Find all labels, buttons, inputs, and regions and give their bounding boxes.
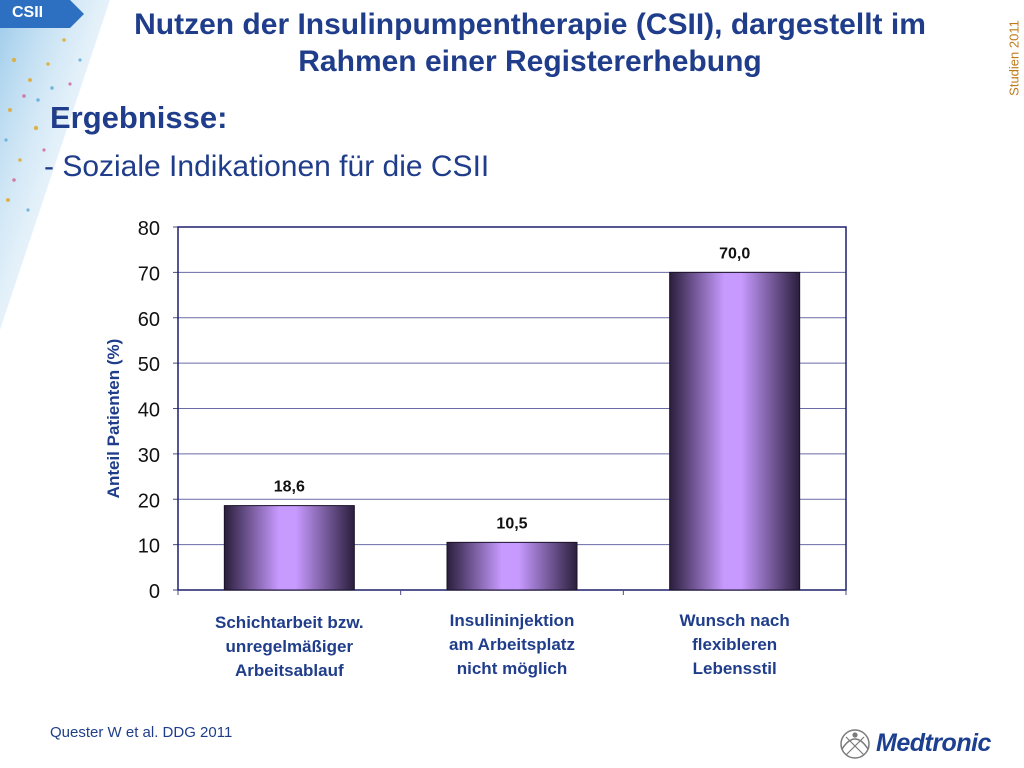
y-tick-label: 50 — [138, 354, 160, 376]
x-category-label-line: Wunsch nach — [679, 611, 790, 630]
x-category-label-line: Arbeitsablauf — [235, 661, 344, 680]
x-category-label-line: unregelmäßiger — [225, 637, 354, 656]
x-category-label: Schichtarbeit bzw. unregelmäßiger Arbeitsa… — [179, 611, 399, 683]
medtronic-logo-icon — [840, 729, 870, 759]
csii-tag: CSII — [0, 0, 86, 28]
slide-title-line-1: Nutzen der Insulinpumpentherapie (CSII),… — [134, 8, 926, 41]
x-category-label: Insulininjektion am Arbeitsplatz nicht mög… — [402, 609, 622, 681]
bar-chart: 0 10 20 30 40 50 60 70 80 18,6 10,5 70,0 Anteil Pati… — [104, 218, 847, 603]
y-tick-label: 70 — [138, 263, 160, 285]
y-tick-label: 10 — [138, 536, 160, 558]
csii-tag-label: CSII — [12, 4, 44, 21]
corner-decoration — [0, 0, 110, 330]
medtronic-wordmark: Medtronic — [876, 729, 991, 757]
x-category-label-line: Insulininjektion — [449, 611, 575, 630]
y-tick-label: 80 — [138, 218, 160, 240]
slide-title-line-2: Rahmen einer Registererhebung — [298, 45, 762, 78]
bar-data-label: 18,6 — [274, 479, 305, 496]
bar-data-label: 70,0 — [719, 245, 750, 262]
medtronic-logo: Medtronic — [836, 725, 1016, 765]
bar — [223, 505, 355, 591]
x-category-label-line: Lebensstil — [692, 659, 777, 678]
bar-data-label: 10,5 — [496, 515, 527, 532]
x-category-label-line: am Arbeitsplatz — [449, 635, 575, 654]
x-category-label-line: flexibleren — [692, 635, 778, 654]
citation-footer: Quester W et al. DDG 2011 — [50, 724, 233, 741]
y-tick-label: 30 — [138, 445, 160, 467]
y-axis-label: Anteil Patienten (%) — [104, 339, 123, 499]
slide-title: Nutzen der Insulinpumpentherapie (CSII),… — [80, 6, 980, 80]
results-heading: Ergebnisse: — [50, 100, 228, 135]
y-tick-label: 40 — [138, 400, 160, 422]
x-category-label: Wunsch nach flexibleren Lebensstil — [625, 609, 845, 681]
y-tick-label: 60 — [138, 309, 160, 331]
results-subheading: - Soziale Indikationen für die CSII — [44, 150, 490, 183]
x-category-label-line: nicht möglich — [456, 659, 568, 678]
bar — [446, 541, 578, 591]
tag-arrow-shape — [0, 0, 84, 28]
bar — [669, 271, 801, 591]
y-tick-label: 20 — [138, 490, 160, 512]
x-category-label-line: Schichtarbeit bzw. — [215, 613, 364, 632]
y-tick-label: 0 — [149, 581, 160, 603]
